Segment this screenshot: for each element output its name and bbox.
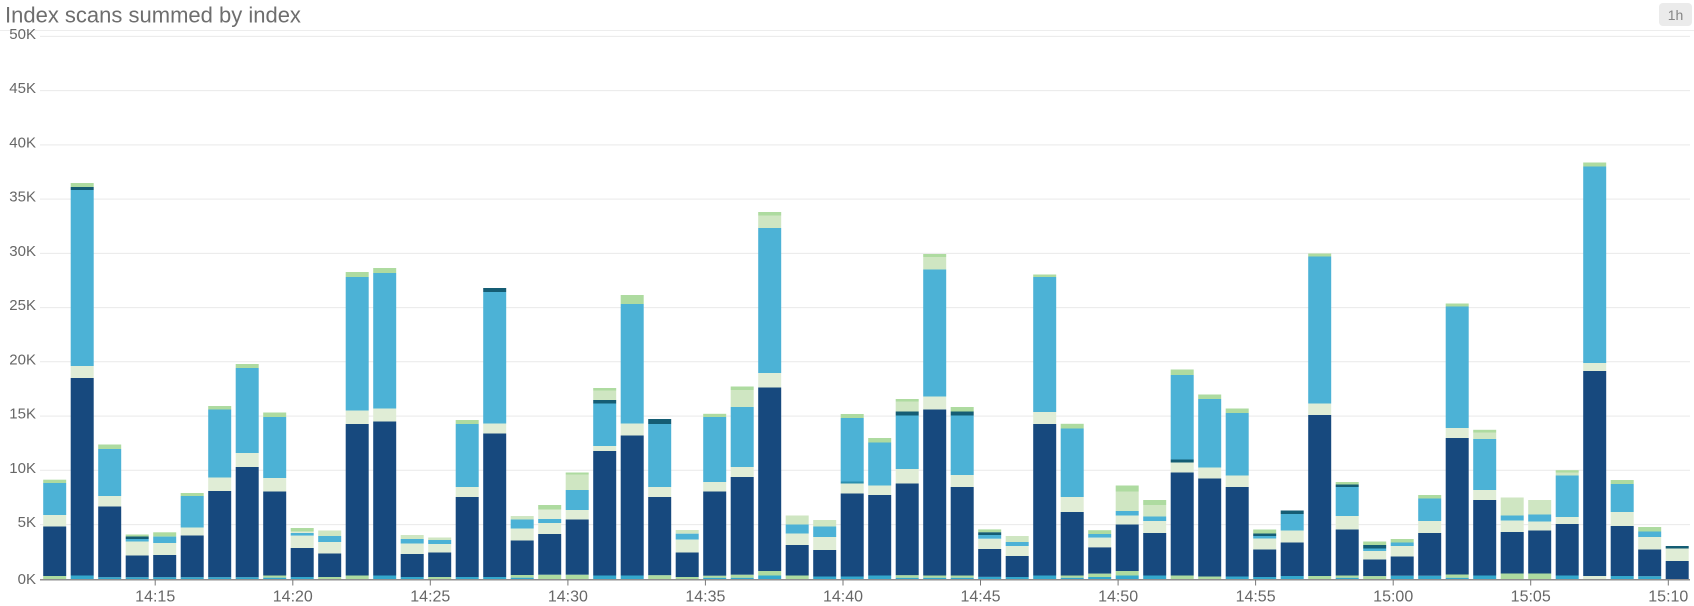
svg-text:15:10: 15:10 bbox=[1648, 589, 1688, 606]
svg-text:14:15: 14:15 bbox=[135, 589, 175, 606]
svg-text:5K: 5K bbox=[18, 514, 36, 531]
svg-text:10K: 10K bbox=[9, 460, 36, 477]
svg-text:1h: 1h bbox=[1668, 7, 1684, 23]
svg-text:20K: 20K bbox=[9, 351, 36, 368]
svg-text:14:30: 14:30 bbox=[548, 589, 588, 606]
svg-text:14:40: 14:40 bbox=[823, 589, 863, 606]
svg-text:15:05: 15:05 bbox=[1511, 589, 1551, 606]
svg-text:14:35: 14:35 bbox=[685, 589, 725, 606]
svg-text:40K: 40K bbox=[9, 134, 36, 151]
svg-text:35K: 35K bbox=[9, 189, 36, 206]
svg-text:14:25: 14:25 bbox=[410, 589, 450, 606]
svg-text:15:00: 15:00 bbox=[1373, 589, 1413, 606]
svg-text:14:55: 14:55 bbox=[1236, 589, 1276, 606]
svg-text:45K: 45K bbox=[9, 80, 36, 97]
svg-text:0K: 0K bbox=[18, 571, 36, 588]
svg-text:30K: 30K bbox=[9, 243, 36, 260]
svg-text:14:45: 14:45 bbox=[960, 589, 1000, 606]
svg-text:14:20: 14:20 bbox=[273, 589, 313, 606]
svg-text:15K: 15K bbox=[9, 406, 36, 423]
svg-text:25K: 25K bbox=[9, 297, 36, 314]
svg-text:14:50: 14:50 bbox=[1098, 589, 1138, 606]
svg-text:50K: 50K bbox=[9, 26, 36, 43]
svg-text:Index scans summed by index: Index scans summed by index bbox=[5, 3, 301, 28]
